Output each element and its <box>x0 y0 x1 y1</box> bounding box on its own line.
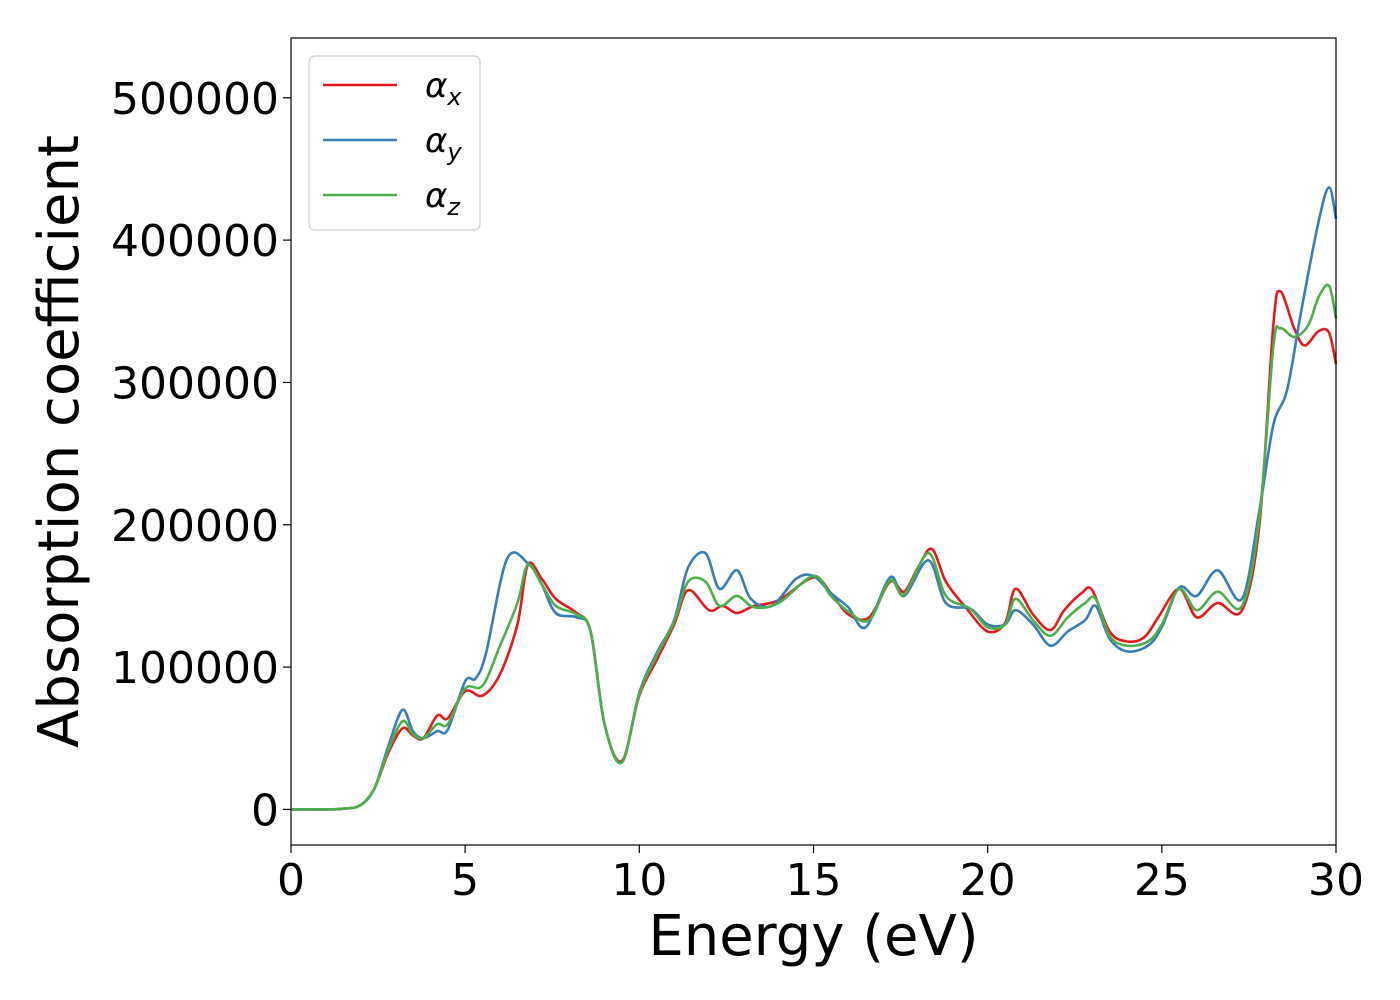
legend-label-x: αx <box>425 66 462 111</box>
series-line-z <box>290 283 1338 811</box>
y-tick-label: 400000 <box>111 216 279 267</box>
y-axis-label: Absorption coefficient <box>27 135 92 748</box>
x-tick-label: 0 <box>277 855 305 906</box>
y-tick-label: 100000 <box>111 643 279 694</box>
x-tick-label: 30 <box>1308 855 1364 906</box>
x-axis-ticks: 0 5 10 15 20 25 30 <box>277 845 1364 906</box>
y-tick-label: 500000 <box>111 74 279 125</box>
x-tick-label: 10 <box>611 855 667 906</box>
y-tick-label: 200000 <box>111 501 279 552</box>
x-tick-label: 5 <box>451 855 479 906</box>
legend-label-z: αz <box>425 176 461 221</box>
y-tick-label: 300000 <box>111 358 279 409</box>
y-tick-label: 0 <box>251 785 279 836</box>
legend-symbol: α <box>425 66 447 106</box>
series-line-y <box>290 186 1338 811</box>
legend-label-y: αy <box>425 121 462 166</box>
legend-subscript: x <box>446 83 462 111</box>
x-axis-label: Energy (eV) <box>648 904 978 969</box>
plot-lines <box>290 186 1338 811</box>
x-tick-label: 15 <box>786 855 842 906</box>
legend-symbol: α <box>425 176 447 216</box>
x-tick-label: 20 <box>960 855 1016 906</box>
legend-subscript: y <box>446 138 462 166</box>
legend-box <box>308 55 481 231</box>
legend-symbol: α <box>425 121 447 161</box>
y-axis-ticks: 0 100000 200000 300000 400000 500000 <box>111 74 291 836</box>
x-tick-label: 25 <box>1134 855 1190 906</box>
legend-subscript: z <box>446 193 461 221</box>
